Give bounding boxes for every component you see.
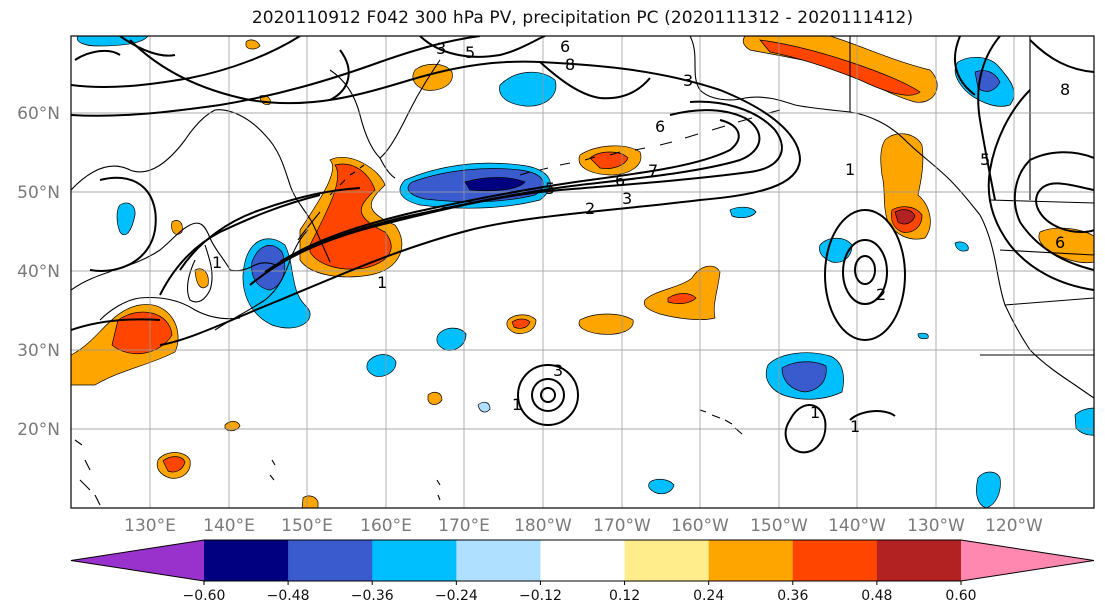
colorbar-tick-label: 0.24	[693, 588, 724, 601]
colorbar-tick-label: −0.12	[519, 588, 562, 601]
colorbar-segment	[204, 540, 289, 581]
lat-label: 60°N	[17, 104, 60, 124]
contour-label: 3	[683, 71, 693, 90]
map-frame	[70, 35, 1095, 509]
pv-contours	[71, 36, 1094, 454]
contour-label: 1	[810, 403, 820, 422]
lon-label: 120°W	[985, 516, 1043, 536]
map-title: 2020110912 F042 300 hPa PV, precipitatio…	[251, 8, 914, 28]
lon-label: 140°W	[828, 516, 886, 536]
colorbar-tick-label: −0.24	[435, 588, 478, 601]
contour-label: 3	[553, 361, 563, 380]
lon-label: 150°W	[750, 516, 808, 536]
lat-label: 40°N	[17, 262, 60, 282]
lat-label: 20°N	[17, 420, 60, 440]
contour-label: 8	[1060, 80, 1070, 99]
precip-shading	[71, 36, 1094, 508]
lon-label: 160°W	[671, 516, 729, 536]
colorbar-ticks: −0.60 −0.48 −0.36 −0.24 −0.12 0.12 0.24 0.36 0.4…	[183, 581, 977, 601]
contour-label: 1	[212, 253, 222, 272]
lon-label: 170°W	[593, 516, 651, 536]
contour-label: 6	[615, 171, 625, 190]
lat-label: 50°N	[17, 183, 60, 203]
longitude-labels: 130°E 140°E 150°E 160°E 170°E 180°W 170°…	[124, 516, 1043, 536]
contour-label: 7	[648, 161, 658, 180]
gridlines	[71, 36, 1094, 508]
colorbar-segment	[540, 540, 626, 581]
contour-label: 1	[377, 273, 387, 292]
contour-labels: 3 5 6 8 3 6 7 6 5 2 3 1 1 1 2 3 1 1 1 6 …	[212, 37, 1070, 436]
contour-label: 3	[622, 189, 632, 208]
colorbar-segment	[456, 540, 541, 581]
colorbar-extend-min	[71, 540, 204, 581]
lon-label: 180°W	[514, 516, 572, 536]
contour-label: 5	[980, 150, 990, 169]
colorbar-segment	[372, 540, 457, 581]
contour-label: 3	[436, 39, 446, 58]
lat-label: 30°N	[17, 341, 60, 361]
colorbar-extend-max	[961, 540, 1094, 581]
contour-label: 6	[560, 37, 570, 56]
lon-label: 170°E	[438, 516, 490, 536]
colorbar-segment	[624, 540, 710, 581]
lon-label: 150°E	[281, 516, 333, 536]
colorbar-segment	[288, 540, 373, 581]
contour-label: 5	[545, 179, 555, 198]
contour-label: 2	[876, 285, 886, 304]
colorbar-tick-label: −0.48	[267, 588, 310, 601]
contour-label: 5	[465, 43, 475, 62]
colorbar-tick-label: 0.60	[945, 588, 976, 601]
coastlines	[71, 36, 1094, 506]
colorbar-segment	[792, 540, 878, 581]
lon-label: 130°W	[907, 516, 965, 536]
contour-label: 1	[845, 160, 855, 179]
contour-label: 2	[585, 199, 595, 218]
map-area	[71, 36, 1094, 508]
colorbar-segment	[708, 540, 794, 581]
colorbar-tick-label: −0.60	[183, 588, 226, 601]
colorbar-tick-label: 0.36	[777, 588, 808, 601]
contour-label: 6	[655, 117, 665, 136]
colorbar	[70, 539, 1095, 582]
contour-label: 1	[512, 395, 522, 414]
lon-label: 160°E	[360, 516, 412, 536]
contour-label: 8	[565, 55, 575, 74]
lon-label: 140°E	[203, 516, 255, 536]
contour-label: 6	[1055, 233, 1065, 252]
lon-label: 130°E	[124, 516, 176, 536]
colorbar-tick-label: −0.36	[351, 588, 394, 601]
colorbar-tick-label: 0.48	[861, 588, 892, 601]
contour-label: 1	[850, 417, 860, 436]
colorbar-tick-label: 0.12	[609, 588, 640, 601]
colorbar-segment	[876, 540, 962, 581]
latitude-labels: 60°N 50°N 40°N 30°N 20°N	[17, 104, 60, 440]
